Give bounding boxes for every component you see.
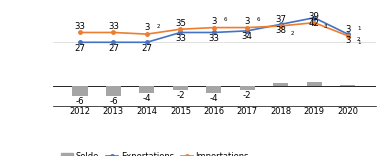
Text: -2: -2 [176, 90, 185, 100]
Bar [73, 86, 87, 96]
Bar [273, 83, 288, 86]
Text: 33: 33 [175, 34, 186, 43]
Bar [340, 85, 355, 86]
Text: 27: 27 [74, 44, 86, 53]
Text: 3: 3 [324, 24, 327, 29]
Bar [173, 86, 188, 90]
Text: 6: 6 [257, 17, 260, 22]
Text: 1: 1 [357, 26, 361, 31]
Text: 42: 42 [309, 19, 320, 28]
Bar [240, 86, 255, 90]
Text: 37: 37 [275, 15, 286, 24]
Text: 35: 35 [175, 19, 186, 28]
Text: 2: 2 [156, 24, 160, 29]
Bar [307, 82, 322, 86]
Text: 33: 33 [74, 22, 86, 31]
Text: 2: 2 [290, 31, 294, 36]
Bar [206, 86, 222, 93]
Text: 3: 3 [211, 17, 217, 26]
Text: -4: -4 [209, 94, 218, 103]
Text: 38: 38 [275, 26, 286, 35]
Text: 33: 33 [208, 34, 219, 43]
Legend: Solde, Exportations, Importations: Solde, Exportations, Importations [57, 149, 252, 156]
Text: -2: -2 [243, 90, 252, 100]
Text: 6: 6 [223, 17, 227, 22]
Text: 34: 34 [242, 32, 253, 41]
Text: 27: 27 [141, 44, 152, 53]
Text: 39: 39 [309, 12, 320, 21]
Text: 1: 1 [357, 40, 361, 45]
Text: 27: 27 [108, 44, 119, 53]
Text: 2: 2 [357, 37, 361, 41]
Text: 3: 3 [345, 25, 350, 34]
Text: -6: -6 [109, 97, 118, 106]
Text: 3: 3 [245, 17, 250, 26]
Text: 33: 33 [108, 22, 119, 31]
Text: 3: 3 [345, 36, 350, 45]
Bar [139, 86, 154, 93]
Bar [106, 86, 121, 96]
Text: 3: 3 [144, 24, 150, 32]
Text: -6: -6 [76, 97, 84, 106]
Text: -4: -4 [142, 94, 151, 103]
